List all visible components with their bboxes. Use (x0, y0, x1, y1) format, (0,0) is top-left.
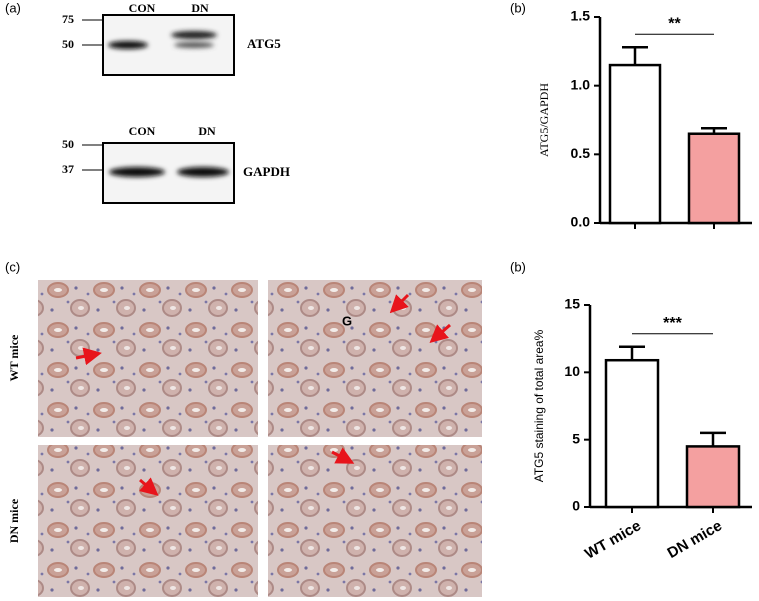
band (108, 41, 148, 49)
significance-label: *** (663, 315, 682, 332)
y-tick-label: 5 (572, 430, 580, 446)
bar (685, 445, 741, 509)
lane-label: DN (191, 1, 209, 15)
panel-label: (b) (510, 0, 526, 15)
bar (604, 358, 660, 509)
y-tick-label: 0 (572, 498, 580, 514)
y-tick-label: 10 (564, 363, 580, 379)
row-label: DN mice (7, 498, 21, 543)
band (174, 42, 214, 48)
marker-label: 50 (62, 137, 74, 151)
y-tick-label: 1.5 (571, 8, 591, 24)
panel-label: (a) (5, 0, 21, 15)
micrograph (268, 445, 482, 597)
significance-label: ** (668, 15, 681, 32)
marker-label: 75 (62, 12, 74, 26)
lane-label: DN (198, 124, 216, 138)
band (171, 31, 217, 39)
band (109, 167, 165, 177)
marker-label: 50 (62, 37, 74, 51)
lane-label: CON (129, 1, 156, 15)
x-tick-label: WT mice (582, 517, 644, 563)
panel-label: (b) (510, 259, 526, 274)
band (177, 167, 229, 177)
y-axis-label: ATG5/GAPDH (537, 83, 551, 157)
protein-label: ATG5 (247, 36, 281, 51)
arrows (75, 293, 451, 496)
y-axis-label: ATG5 staining of total area% (532, 329, 546, 482)
structure-label: G (342, 313, 352, 328)
y-tick-label: 15 (564, 296, 580, 312)
bar (687, 132, 741, 225)
lane-label: CON (129, 124, 156, 138)
micrograph (268, 280, 482, 437)
x-tick-label: DN mice (664, 517, 724, 562)
y-tick-label: 0.0 (571, 214, 591, 230)
y-tick-label: 0.5 (571, 145, 591, 161)
marker-label: 37 (62, 162, 74, 176)
micrograph (38, 445, 258, 597)
panel-label: (c) (5, 259, 20, 274)
y-tick-label: 1.0 (571, 76, 591, 92)
row-label: WT mice (7, 334, 21, 381)
bar (608, 63, 662, 225)
protein-label: GAPDH (243, 164, 290, 179)
micrograph (38, 280, 258, 437)
